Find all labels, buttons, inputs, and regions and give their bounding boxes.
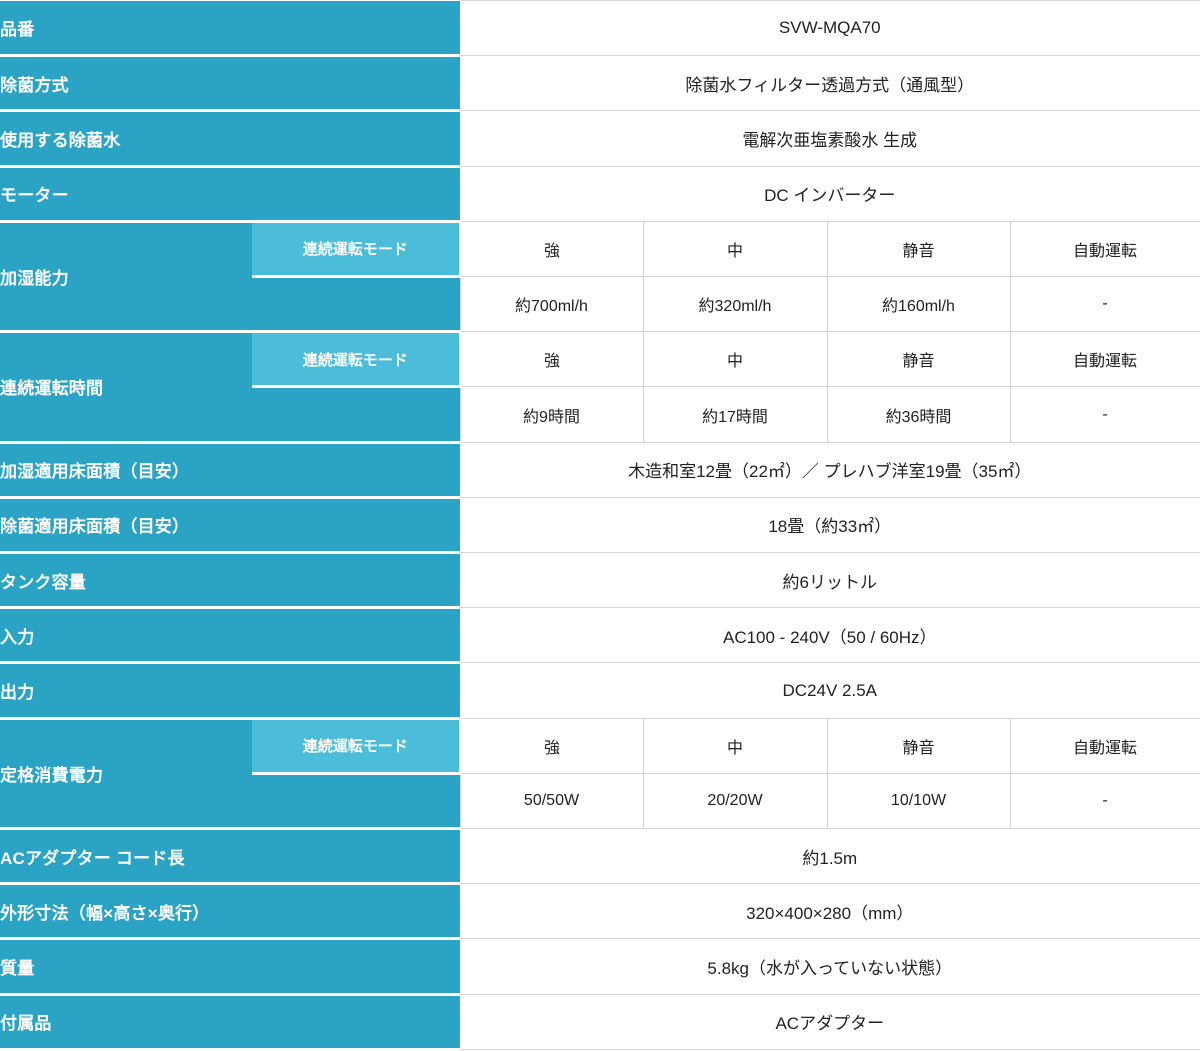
table-row: 使用する除菌水 電解次亜塩素酸水 生成 [0, 110, 1200, 168]
table-row: 入力 AC100 - 240V（50 / 60Hz） [0, 607, 1200, 665]
table-row: 品番 SVW-MQA70 [0, 0, 1200, 58]
row-label-rated-power-consumption: 定格消費電力 [0, 718, 252, 831]
table-row: 付属品 ACアダプター [0, 993, 1200, 1051]
mode-value-rated-power-consumption-2: 10/10W [826, 772, 1011, 830]
mode-value-continuous-operation-time-1: 約17時間 [642, 386, 828, 443]
mode-header-rated-power-consumption-1: 中 [642, 717, 828, 774]
mode-value-rated-power-consumption-3: - [1009, 772, 1200, 830]
table-row: 質量 5.8kg（水が入っていない状態） [0, 938, 1200, 996]
mode-sublabel-rated-power-consumption: 連続運転モード [252, 718, 462, 775]
mode-header-humidification-capacity-0: 強 [459, 220, 644, 278]
table-row: 除菌方式 除菌水フィルター透過方式（通風型） [0, 55, 1200, 113]
mode-header-humidification-capacity-1: 中 [642, 220, 828, 278]
table-row: 外形寸法（幅×高さ×奥行） 320×400×280（mm） [0, 883, 1200, 941]
row-label-sterilization-method: 除菌方式 [0, 55, 460, 113]
row-value-ac-adapter-cord-length: 約1.5m [460, 828, 1200, 885]
row-value-input: AC100 - 240V（50 / 60Hz） [460, 607, 1200, 664]
mode-value-rated-power-consumption-0: 50/50W [459, 772, 644, 830]
table-row: 除菌適用床面積（目安） 18畳（約33㎡） [0, 496, 1200, 555]
row-label-humidification-capacity: 加湿能力 [0, 221, 252, 334]
row-value-tank-capacity: 約6リットル [460, 552, 1200, 609]
row-value-external-dimensions: 320×400×280（mm） [460, 883, 1200, 940]
label-filler-humidification-capacity [252, 276, 460, 334]
mode-header-continuous-operation-time-1: 中 [642, 331, 828, 388]
mode-value-continuous-operation-time-0: 約9時間 [459, 386, 644, 443]
table-row: 約700ml/h 約320ml/h 約160ml/h - [0, 276, 1200, 334]
mode-value-humidification-capacity-0: 約700ml/h [459, 276, 644, 333]
row-label-tank-capacity: タンク容量 [0, 552, 460, 610]
table-row: 連続運転時間 連続運転モード強中静音 自動運転 [0, 331, 1200, 444]
mode-header-continuous-operation-time-0: 強 [459, 331, 644, 388]
mode-header-rated-power-consumption-0: 強 [459, 717, 644, 774]
row-label-motor: モーター [0, 166, 460, 223]
mode-sublabel-continuous-operation-time: 連続運転モード [252, 331, 462, 389]
table-row: タンク容量 約6リットル [0, 552, 1200, 610]
mode-header-rated-power-consumption-3: 自動運転 [1009, 717, 1200, 774]
label-filler-continuous-operation-time [252, 386, 460, 444]
mode-header-rated-power-consumption-2: 静音 [826, 717, 1011, 774]
row-label-model-number: 品番 [0, 0, 460, 58]
row-value-sterilization-floor-area: 18畳（約33㎡） [460, 496, 1200, 554]
row-label-sterilizing-water: 使用する除菌水 [0, 110, 460, 168]
table-row: 加湿適用床面積（目安） 木造和室12畳（22㎡）／ プレハブ洋室19畳（35㎡） [0, 441, 1200, 499]
mode-value-continuous-operation-time-3: - [1009, 386, 1200, 443]
mode-value-humidification-capacity-1: 約320ml/h [642, 276, 828, 333]
mode-value-humidification-capacity-3: - [1009, 276, 1200, 333]
row-label-weight: 質量 [0, 938, 460, 996]
row-value-humidification-floor-area: 木造和室12畳（22㎡）／ プレハブ洋室19畳（35㎡） [460, 441, 1200, 498]
row-value-sterilizing-water: 電解次亜塩素酸水 生成 [460, 110, 1200, 167]
mode-header-continuous-operation-time-3: 自動運転 [1009, 331, 1200, 388]
row-value-output: DC24V 2.5A [460, 662, 1200, 719]
mode-sublabel-humidification-capacity: 連続運転モード [252, 221, 462, 279]
mode-header-humidification-capacity-2: 静音 [826, 220, 1011, 278]
table-row: 出力 DC24V 2.5A [0, 662, 1200, 720]
label-filler-rated-power-consumption [252, 773, 460, 831]
mode-header-continuous-operation-time-2: 静音 [826, 331, 1011, 388]
table-row: 定格消費電力 連続運転モード強中静音 自動運転 [0, 717, 1200, 831]
mode-value-humidification-capacity-2: 約160ml/h [826, 276, 1011, 333]
row-label-continuous-operation-time: 連続運転時間 [0, 331, 252, 444]
row-value-motor: DC インバーター [460, 165, 1200, 222]
row-value-model-number: SVW-MQA70 [460, 0, 1200, 57]
mode-value-rated-power-consumption-1: 20/20W [642, 772, 828, 830]
row-label-ac-adapter-cord-length: ACアダプター コード長 [0, 828, 460, 886]
table-row: ACアダプター コード長 約1.5m [0, 828, 1200, 886]
row-value-weight: 5.8kg（水が入っていない状態） [460, 938, 1200, 995]
row-value-sterilization-method: 除菌水フィルター透過方式（通風型） [460, 55, 1200, 112]
mode-header-humidification-capacity-3: 自動運転 [1009, 220, 1200, 278]
row-label-sterilization-floor-area: 除菌適用床面積（目安） [0, 497, 460, 555]
row-label-external-dimensions: 外形寸法（幅×高さ×奥行） [0, 883, 460, 941]
row-value-accessories: ACアダプター [460, 993, 1200, 1051]
row-label-output: 出力 [0, 662, 460, 720]
row-label-input: 入力 [0, 607, 460, 665]
mode-value-continuous-operation-time-2: 約36時間 [826, 386, 1011, 443]
row-label-humidification-floor-area: 加湿適用床面積（目安） [0, 442, 460, 499]
row-label-accessories: 付属品 [0, 994, 460, 1051]
table-row: 加湿能力 連続運転モード強中静音 自動運転 [0, 220, 1200, 334]
table-row: モーター DC インバーター [0, 165, 1200, 223]
